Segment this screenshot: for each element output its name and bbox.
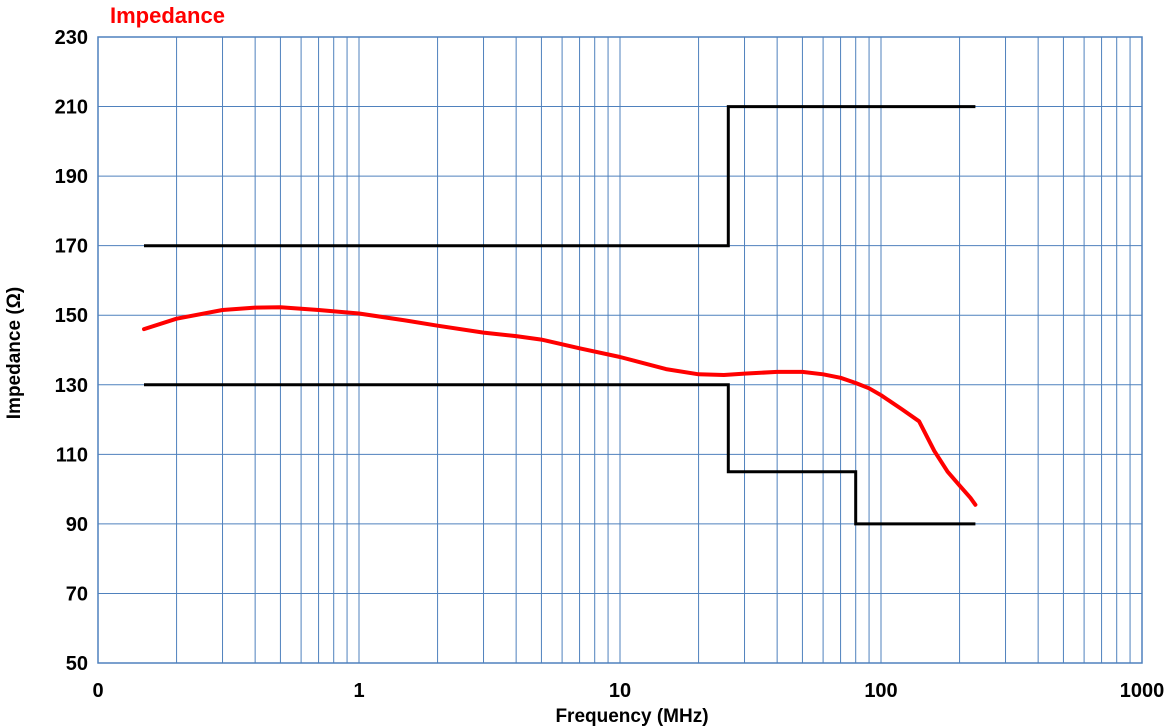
x-tick-label: 10 bbox=[609, 680, 631, 702]
y-tick-label: 150 bbox=[55, 305, 88, 327]
x-axis-title: Frequency (MHz) bbox=[555, 706, 708, 727]
measured-impedance-line bbox=[142, 305, 978, 507]
y-tick-label: 130 bbox=[55, 375, 88, 397]
x-axis-tick-labels: 0 1 10 100 1000 bbox=[92, 680, 1164, 702]
y-tick-label: 210 bbox=[55, 97, 88, 119]
y-tick-label: 90 bbox=[66, 514, 88, 536]
y-tick-label: 110 bbox=[56, 444, 88, 466]
y-axis-tick-labels: 50 70 90 110 130 150 170 190 210 230 bbox=[55, 27, 88, 675]
x-tick-label: 1000 bbox=[1120, 680, 1165, 702]
y-tick-label: 230 bbox=[55, 27, 88, 49]
y-tick-label: 70 bbox=[66, 583, 88, 605]
y-tick-label: 50 bbox=[66, 653, 88, 675]
x-tick-label: 0 bbox=[92, 680, 103, 702]
x-tick-label: 100 bbox=[864, 680, 897, 702]
y-axis-title: Impedance (Ω) bbox=[4, 287, 25, 419]
lower-limit-line bbox=[144, 383, 976, 526]
y-tick-label: 190 bbox=[55, 166, 88, 188]
plot-area-border bbox=[97, 36, 1143, 664]
y-tick-label: 170 bbox=[55, 236, 88, 258]
upper-limit-line bbox=[144, 105, 976, 248]
x-tick-label: 1 bbox=[353, 680, 364, 702]
grid bbox=[97, 36, 1142, 664]
limit-lines bbox=[144, 105, 976, 526]
chart-title: Impedance bbox=[110, 3, 225, 28]
measured-curve bbox=[142, 305, 978, 507]
